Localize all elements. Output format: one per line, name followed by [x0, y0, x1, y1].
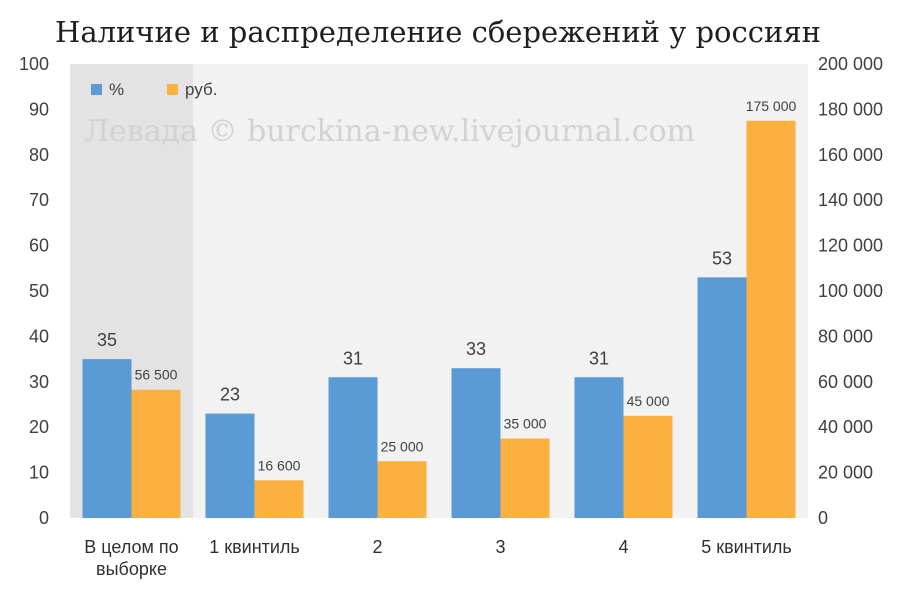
- legend: % руб.: [91, 80, 217, 99]
- legend-swatch-rub: [167, 84, 178, 95]
- bar-rub: [131, 389, 181, 518]
- category-label: 4: [618, 537, 628, 557]
- bar-pct: [697, 277, 747, 518]
- right-tick-label: 80 000: [818, 326, 873, 346]
- right-tick-label: 100 000: [818, 281, 883, 301]
- bar-rub: [623, 415, 673, 518]
- right-axis: 0 20 000 40 000 60 000 80 000 100 000 120 000 1…: [818, 54, 883, 528]
- left-tick-label: 80: [29, 145, 49, 165]
- data-label-rub: 35 000: [504, 416, 547, 432]
- left-tick-label: 60: [29, 236, 49, 256]
- data-label-pct: 35: [97, 330, 117, 350]
- data-label-pct: 23: [220, 385, 240, 405]
- chart-title: Наличие и распределение сбережений у рос…: [55, 15, 821, 49]
- data-label-pct: 31: [343, 348, 363, 368]
- left-tick-label: 0: [39, 508, 49, 528]
- right-tick-label: 180 000: [818, 99, 883, 119]
- bars: 35 56 500 23 16 600 31 25 000 33 35 000 31 45 000…: [82, 98, 797, 518]
- right-tick-label: 60 000: [818, 372, 873, 392]
- bar-pct: [82, 359, 132, 518]
- category-label: 2: [372, 537, 382, 557]
- category-label: 3: [495, 537, 505, 557]
- right-tick-label: 120 000: [818, 236, 883, 256]
- category-label: В целом по: [84, 537, 178, 557]
- left-tick-label: 70: [29, 190, 49, 210]
- data-label-pct: 31: [589, 348, 609, 368]
- right-tick-label: 200 000: [818, 54, 883, 74]
- data-label-rub: 175 000: [746, 98, 797, 114]
- category-label: выборке: [96, 559, 167, 579]
- right-tick-label: 40 000: [818, 417, 873, 437]
- left-tick-label: 90: [29, 99, 49, 119]
- right-tick-label: 160 000: [818, 145, 883, 165]
- right-tick-label: 0: [818, 508, 828, 528]
- left-tick-label: 10: [29, 463, 49, 483]
- left-axis: 0 10 20 30 40 50 60 70 80 90 100: [19, 54, 49, 528]
- bar-pct: [451, 368, 501, 518]
- data-label-pct: 33: [466, 339, 486, 359]
- data-label-rub: 45 000: [627, 393, 670, 409]
- left-tick-label: 30: [29, 372, 49, 392]
- bar-pct: [328, 377, 378, 518]
- bar-pct: [205, 413, 255, 518]
- bar-pct: [574, 377, 624, 518]
- left-tick-label: 100: [19, 54, 49, 74]
- bar-rub: [500, 438, 550, 518]
- category-label: 1 квинтиль: [209, 537, 300, 557]
- legend-swatch-pct: [91, 84, 102, 95]
- bar-rub: [746, 120, 796, 518]
- bar-rub: [377, 461, 427, 518]
- watermark: Левада © burckina-new.livejournal.com: [84, 114, 695, 149]
- right-tick-label: 140 000: [818, 190, 883, 210]
- legend-label-rub: руб.: [185, 80, 217, 99]
- data-label-rub: 16 600: [258, 457, 301, 473]
- data-label-pct: 53: [712, 248, 732, 268]
- right-tick-label: 20 000: [818, 463, 873, 483]
- bar-rub: [254, 480, 304, 518]
- legend-label-pct: %: [109, 80, 124, 99]
- data-label-rub: 56 500: [135, 367, 178, 383]
- left-tick-label: 40: [29, 326, 49, 346]
- category-label: 5 квинтиль: [701, 537, 792, 557]
- left-tick-label: 50: [29, 281, 49, 301]
- left-tick-label: 20: [29, 417, 49, 437]
- data-label-rub: 25 000: [381, 438, 424, 454]
